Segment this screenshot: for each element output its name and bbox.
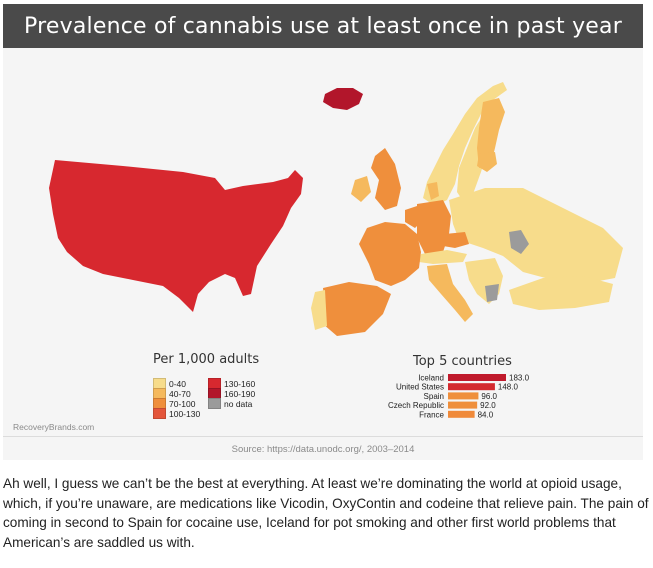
legend-label: 100-130	[169, 408, 201, 419]
map-region-france	[359, 222, 421, 286]
top5-category-label: France	[419, 410, 444, 419]
caption-paragraph: Ah well, I guess we can’t be the best at…	[3, 476, 649, 550]
top5-bar	[448, 374, 506, 381]
top5-value-label: 84.0	[478, 410, 494, 419]
legend-item: no data	[208, 398, 252, 409]
top5-bar	[448, 401, 478, 409]
legend-label: 70-100	[169, 398, 196, 409]
source-line: Source: https://data.unodc.org/, 2003–20…	[3, 436, 643, 460]
map-region-portugal	[311, 290, 327, 330]
legend-swatch	[153, 408, 166, 419]
map-region-alps	[419, 250, 467, 264]
top5-category-label: United States	[396, 383, 444, 392]
choropleth-map	[49, 82, 623, 336]
map-region-germany	[417, 200, 451, 254]
top5-bar	[448, 410, 475, 418]
top5-bar	[448, 392, 479, 400]
map-region-united-states	[49, 160, 303, 312]
map-region-iceland	[323, 88, 363, 110]
legend-swatch	[208, 398, 221, 409]
brand-credit: RecoveryBrands.com	[13, 422, 95, 432]
legend-title: Per 1,000 adults	[153, 352, 260, 367]
legend-item: 100-130	[153, 408, 200, 419]
top5-title: Top 5 countries	[412, 354, 512, 369]
top5-bar	[448, 383, 495, 391]
infographic: Prevalence of cannabis use at least once…	[3, 4, 643, 460]
top5-value-label: 96.0	[481, 392, 497, 401]
map-region-spain	[323, 282, 391, 336]
top5-category-label: Iceland	[418, 374, 444, 383]
legend-label: 130-160	[224, 378, 256, 389]
legend-label: 160-190	[224, 388, 256, 399]
top5-value-label: 92.0	[480, 401, 496, 410]
legend-label: 0-40	[169, 378, 187, 389]
legend-label: no data	[224, 398, 253, 409]
top5-category-label: Czech Republic	[388, 401, 444, 410]
map-region-greece	[485, 284, 499, 302]
map-region-eastern-europe	[449, 188, 623, 284]
map-region-baltics	[477, 152, 497, 172]
chart-title: Prevalence of cannabis use at least once…	[3, 4, 643, 48]
map-region-ireland	[351, 176, 371, 202]
top5-bar-chart: Top 5 countries Iceland 183.0 United States…	[388, 354, 530, 419]
map-region-denmark	[427, 182, 439, 200]
map-region-italy	[427, 264, 473, 322]
top5-value-label: 148.0	[498, 383, 519, 392]
map-region-united-kingdom	[371, 148, 401, 210]
top5-value-label: 183.0	[509, 374, 530, 383]
map-region-no-data	[509, 230, 529, 254]
legend-label: 40-70	[169, 388, 191, 399]
map-region-norway	[423, 82, 507, 206]
map-region-finland	[477, 98, 505, 168]
map-region-turkey	[509, 276, 613, 310]
map-region-czech-republic	[443, 232, 469, 248]
top5-category-label: Spain	[424, 392, 444, 401]
